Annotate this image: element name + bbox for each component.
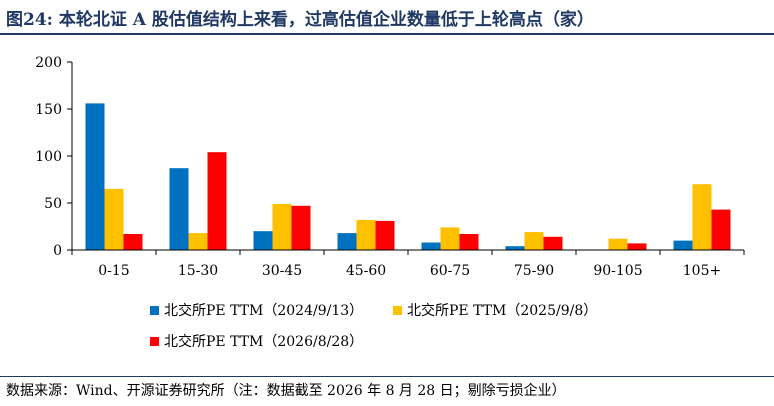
y-tick-label: 100 — [35, 149, 62, 165]
x-tick-label: 0-15 — [98, 263, 129, 279]
legend: 北交所PE TTM（2024/9/13） 北交所PE TTM（2025/9/8） 北… — [150, 302, 597, 350]
bar-chart: 0 50 100 150 200 0-15 15-30 30-45 45-60 60-75 75-9… — [35, 55, 745, 350]
bar-15-30-series-3 — [207, 152, 227, 250]
bar-60-75-series-3 — [459, 234, 479, 250]
title-divider — [0, 33, 774, 35]
y-tick-label: 0 — [53, 243, 62, 259]
axes-layer: 0 50 100 150 200 0-15 15-30 30-45 45-60 60-75 75-9… — [35, 55, 745, 279]
bar-105+-series-3 — [711, 209, 731, 250]
x-tick-label: 105+ — [683, 263, 721, 279]
bar-15-30-series-2 — [188, 233, 208, 250]
source-note: 数据来源：Wind、开源证券研究所（注：数据截至 2026 年 8 月 28 日… — [6, 383, 566, 399]
bars-layer — [85, 103, 731, 251]
x-tick-label: 15-30 — [178, 263, 218, 279]
x-tick-label: 45-60 — [346, 263, 386, 279]
bar-15-30-series-1 — [169, 168, 189, 250]
x-tick-label: 60-75 — [430, 263, 470, 279]
legend-swatch-series-1 — [150, 306, 159, 315]
bar-105+-series-1 — [673, 240, 693, 250]
bar-0-15-series-2 — [104, 188, 124, 250]
bar-30-45-series-1 — [253, 231, 273, 250]
y-tick-label: 50 — [44, 196, 62, 212]
x-tick-label: 30-45 — [262, 263, 302, 279]
bar-30-45-series-3 — [291, 205, 311, 250]
bar-45-60-series-1 — [337, 233, 357, 250]
bar-75-90-series-1 — [505, 246, 525, 250]
bar-45-60-series-2 — [356, 219, 376, 250]
bar-60-75-series-2 — [440, 227, 460, 250]
y-tick-label: 200 — [35, 55, 62, 71]
legend-label-series-3: 北交所PE TTM（2026/8/28） — [164, 333, 363, 350]
bar-0-15-series-3 — [123, 234, 143, 250]
x-tick-label: 90-105 — [593, 263, 642, 279]
bar-45-60-series-3 — [375, 220, 395, 250]
legend-swatch-series-3 — [150, 337, 159, 346]
bar-105+-series-2 — [692, 184, 712, 250]
bar-0-15-series-1 — [85, 103, 105, 251]
legend-label-series-2: 北交所PE TTM（2025/9/8） — [407, 302, 597, 319]
bar-90-105-series-3 — [627, 243, 647, 250]
legend-label-series-1: 北交所PE TTM（2024/9/13） — [164, 302, 363, 319]
bar-60-75-series-1 — [421, 242, 441, 250]
source-divider — [0, 376, 774, 377]
bar-75-90-series-3 — [543, 236, 563, 250]
legend-swatch-series-2 — [393, 306, 402, 315]
bar-90-105-series-2 — [608, 238, 628, 250]
y-tick-label: 150 — [35, 102, 62, 118]
bar-75-90-series-2 — [524, 232, 544, 250]
bar-30-45-series-2 — [272, 203, 292, 250]
figure-title: 图24: 本轮北证 A 股估值结构上来看，过高估值企业数量低于上轮高点（家） — [6, 10, 594, 30]
x-tick-label: 75-90 — [514, 263, 554, 279]
